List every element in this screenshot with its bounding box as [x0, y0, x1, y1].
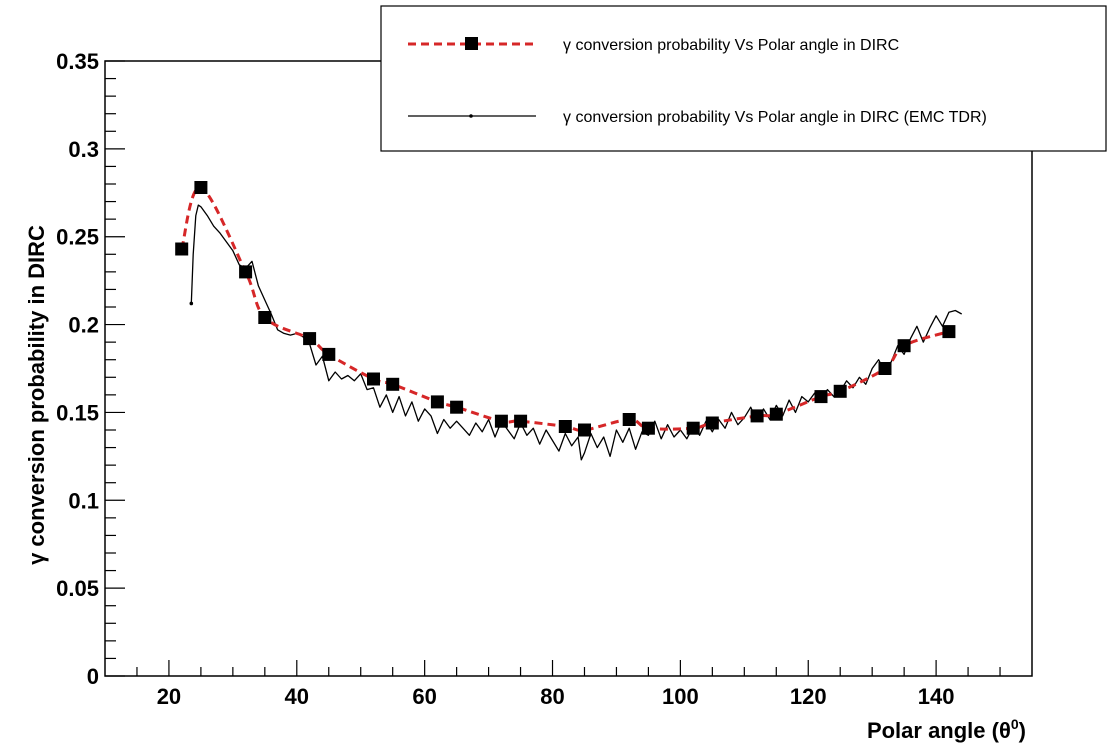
- x-tick-label: 40: [285, 684, 309, 709]
- y-tick-label: 0.15: [56, 400, 99, 425]
- x-tick-label: 60: [412, 684, 436, 709]
- series-1-point: [750, 409, 764, 423]
- series-1-point: [897, 339, 911, 353]
- x-tick-label: 20: [157, 684, 181, 709]
- series-1-point: [322, 347, 336, 361]
- x-tick-label: 100: [662, 684, 699, 709]
- series-2-point: [189, 301, 194, 306]
- x-axis: 20 40 60 80 100 120 140: [136, 660, 1001, 709]
- series-1-point: [430, 395, 444, 409]
- series-1-point: [942, 325, 956, 339]
- series-1-point: [194, 181, 208, 194]
- x-tick-label: 140: [918, 684, 955, 709]
- y-axis-title: γ conversion probability in DIRC: [24, 225, 49, 565]
- x-axis-title-sup: 0: [1011, 716, 1019, 732]
- series-1-point: [686, 421, 700, 435]
- y-tick-label: 0.1: [68, 488, 99, 513]
- series-1-point: [175, 242, 189, 256]
- series-1-point: [705, 416, 719, 430]
- y-tick-label: 0.25: [56, 225, 99, 250]
- legend: γ conversion probability Vs Polar angle …: [380, 5, 1107, 152]
- legend-label-series-2: γ conversion probability Vs Polar angle …: [563, 109, 987, 126]
- series-1-point: [258, 311, 272, 324]
- y-tick-label: 0.35: [56, 49, 99, 74]
- x-axis-title-end: ): [1019, 718, 1026, 743]
- legend-label-series-1: γ conversion probability Vs Polar angle …: [563, 37, 899, 54]
- y-tick-label: 0.3: [68, 137, 99, 162]
- series-1-point: [814, 390, 828, 404]
- series-1-point: [239, 265, 253, 279]
- series-1-point: [514, 414, 528, 428]
- legend-box: [380, 5, 1107, 152]
- x-axis-title: Polar angle (θ0): [867, 716, 1026, 743]
- series-1-point: [494, 414, 508, 428]
- y-tick-label: 0: [87, 664, 99, 689]
- series-1-point: [386, 377, 400, 391]
- series-1-point: [558, 420, 572, 433]
- series-1-point: [622, 413, 636, 426]
- series-1-point: [578, 423, 591, 437]
- y-tick-label: 0.2: [68, 313, 99, 338]
- x-axis-title-main: Polar angle (θ: [867, 718, 1011, 743]
- legend-swatch-series-2-marker: [469, 114, 473, 118]
- series-1-point: [367, 372, 380, 386]
- series-1-point: [833, 384, 847, 398]
- series-1-point: [641, 421, 655, 435]
- series-1-point: [769, 407, 783, 421]
- series-1-point: [450, 400, 464, 414]
- y-tick-label: 0.05: [56, 576, 99, 601]
- legend-swatch-series-1-marker: [465, 37, 478, 50]
- x-tick-label: 120: [790, 684, 827, 709]
- series-layer: [175, 181, 963, 461]
- series-1-point: [303, 332, 317, 346]
- x-tick-label: 80: [540, 684, 564, 709]
- series-1-point: [878, 362, 892, 375]
- y-axis: 0 0.05 0.1 0.15 0.2 0.25 0.3 0.35: [56, 49, 125, 689]
